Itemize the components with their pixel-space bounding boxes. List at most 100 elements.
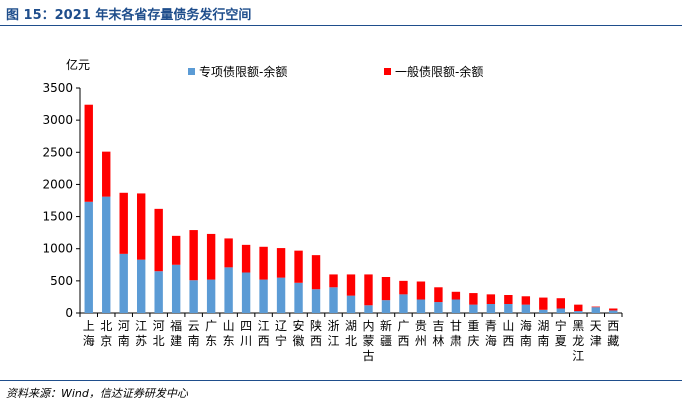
y-tick-label: 2500	[42, 145, 73, 159]
chart-legend: 专项债限额-余额 一般债限额-余额	[188, 64, 483, 79]
x-tick-label: 陕西	[310, 318, 322, 348]
bar-special	[102, 196, 111, 313]
bar-general	[451, 291, 461, 300]
x-tick-label: 浙江	[328, 319, 340, 348]
x-tick-label: 宁夏	[555, 318, 567, 348]
bar-special	[329, 287, 338, 313]
bar-general	[241, 244, 251, 273]
bar-special	[609, 310, 618, 313]
bar-special	[276, 277, 286, 313]
bar-special	[591, 307, 600, 313]
top-rule	[0, 25, 682, 26]
bar-special	[259, 279, 268, 313]
bar-special	[399, 294, 408, 313]
bar-general	[171, 235, 181, 265]
bar-special	[556, 308, 566, 313]
bar-general	[486, 294, 496, 304]
x-tick-label: 河南	[118, 319, 130, 348]
bar-general	[434, 287, 443, 303]
bar-general	[469, 293, 478, 305]
x-tick-label: 青海	[485, 319, 497, 348]
bar-general	[276, 248, 286, 278]
x-tick-label: 贵州	[415, 319, 427, 348]
bar-general	[206, 233, 216, 280]
bar-special	[154, 271, 163, 313]
bar-general	[346, 274, 356, 296]
bar-general	[154, 208, 163, 272]
x-tick-label: 广西	[397, 319, 409, 348]
x-tick-label: 内蒙古	[362, 319, 374, 363]
x-tick-label: 新疆	[380, 318, 392, 348]
bar-general	[574, 304, 583, 312]
x-tick-label: 湖南	[537, 318, 549, 348]
x-tick-label: 湖北	[345, 318, 357, 348]
y-tick-label: 0	[65, 306, 73, 320]
bar-general	[556, 298, 566, 309]
x-tick-label: 安徽	[293, 318, 305, 348]
bar-special	[119, 253, 128, 313]
bar-special	[504, 304, 513, 313]
legend-swatch	[188, 68, 195, 75]
bar-general	[539, 297, 548, 310]
stacked-bar-chart: 亿元 专项债限额-余额 一般债限额-余额 0 500 1000 1500 2000 2500…	[42, 57, 623, 363]
x-tick-label: 福建	[170, 318, 182, 348]
bar-special	[294, 282, 303, 313]
y-tick-label: 3000	[42, 113, 73, 127]
x-tick-label: 上海	[83, 319, 95, 348]
bar-general	[311, 255, 321, 290]
x-tick-label: 辽宁	[275, 319, 287, 348]
bar-general	[102, 151, 111, 197]
bar-special	[171, 264, 181, 313]
bar-general	[364, 274, 373, 306]
y-tick-label: 3500	[42, 81, 73, 95]
x-tick-label: 四川	[240, 319, 252, 348]
bar-general	[329, 274, 338, 288]
bar-general	[224, 238, 233, 268]
bar-general	[84, 104, 93, 202]
bar-general	[609, 308, 618, 311]
x-tick-label: 江西	[258, 319, 270, 348]
bars	[84, 104, 618, 313]
bar-special	[451, 299, 461, 313]
x-tick-labels: 上海北京河南江苏河北福建云南广东山东四川江西辽宁安徽陕西浙江湖北内蒙古新疆广西贵…	[83, 318, 620, 363]
x-tick-label: 吉林	[432, 319, 444, 348]
bar-general	[294, 250, 303, 283]
bar-general	[381, 277, 391, 301]
bar-special	[539, 309, 548, 313]
legend-label: 一般债限额-余额	[395, 64, 483, 79]
bottom-rule	[0, 380, 682, 381]
x-tick-label: 北京	[100, 319, 112, 348]
bar-special	[241, 272, 251, 313]
bar-special	[521, 304, 531, 313]
bar-special	[486, 304, 496, 313]
bar-special	[189, 280, 198, 313]
y-tick-label: 500	[50, 274, 73, 288]
x-tick-label: 云南	[188, 319, 200, 348]
bar-special	[346, 295, 356, 313]
bar-special	[206, 279, 216, 313]
bar-general	[521, 296, 531, 305]
bar-general	[189, 230, 198, 281]
bar-special	[84, 201, 93, 313]
y-tick-label: 2000	[42, 177, 73, 191]
figure-title: 图 15：2021 年末各省存量债务发行空间	[6, 8, 252, 23]
axes: 0 500 1000 1500 2000 2500 3000 3500	[42, 81, 623, 320]
bar-general	[119, 192, 128, 254]
bar-special	[469, 304, 478, 313]
x-tick-label: 海南	[520, 318, 532, 348]
bar-general	[416, 281, 426, 300]
bar-general	[136, 193, 146, 260]
bar-special	[136, 259, 146, 313]
bar-general	[399, 280, 408, 295]
bar-special	[416, 299, 426, 313]
bar-general	[591, 306, 600, 308]
x-tick-label: 天津	[590, 319, 602, 348]
bar-special	[224, 267, 233, 313]
legend-swatch	[384, 68, 391, 75]
bar-special	[311, 289, 321, 313]
x-tick-label: 广东	[205, 319, 217, 348]
bar-special	[364, 305, 373, 313]
x-tick-label: 江苏	[135, 319, 147, 348]
bar-general	[259, 246, 268, 280]
y-tick-label: 1500	[42, 210, 73, 224]
